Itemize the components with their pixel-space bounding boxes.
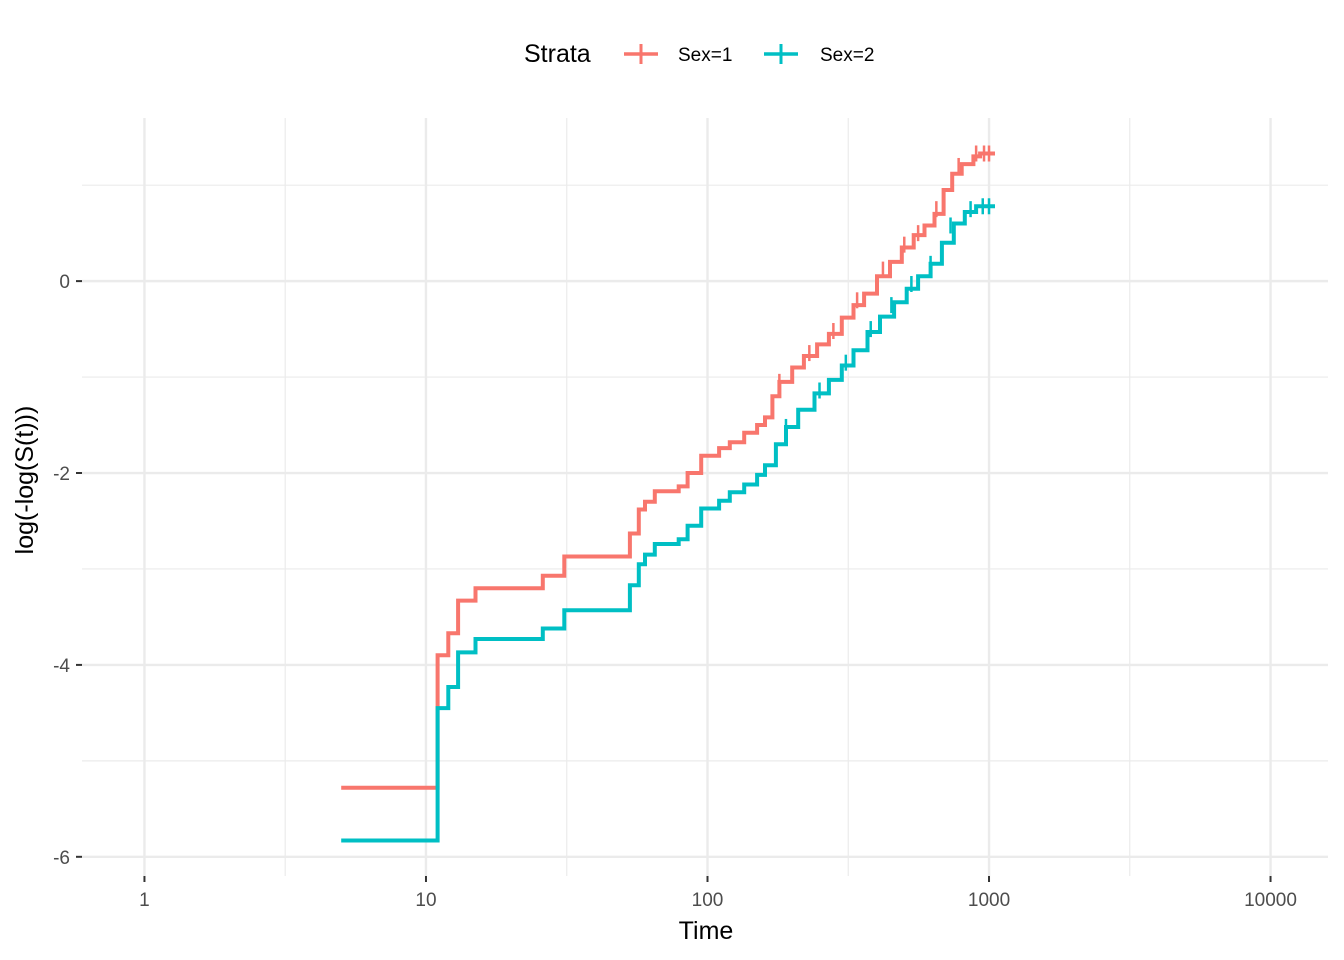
y-axis-title: log(-log(S(t))) [11, 406, 39, 555]
series-line-sex1 [341, 151, 995, 790]
x-tick-label: 1 [139, 890, 150, 911]
series-line-sex2 [341, 204, 995, 843]
y-tick-label: -2 [53, 464, 70, 485]
legend: Strata Sex=1 Sex=2 [524, 40, 874, 68]
x-tick-label: 100 [692, 890, 724, 911]
legend-entry-sex2: Sex=2 [764, 44, 874, 66]
series-layer [341, 145, 995, 843]
x-tick-label: 1000 [968, 890, 1010, 911]
x-axis-title: Time [679, 917, 734, 945]
y-tick-label: -6 [53, 848, 70, 869]
legend-entry-sex1: Sex=1 [624, 44, 732, 66]
legend-title: Strata [524, 40, 591, 68]
x-tick-label: 10000 [1244, 890, 1297, 911]
legend-label-sex1: Sex=1 [678, 45, 732, 66]
grid-major [82, 118, 1328, 876]
grid-minor [82, 118, 1328, 876]
legend-label-sex2: Sex=2 [820, 45, 874, 66]
y-tick-label: 0 [59, 272, 70, 293]
axis-ticks: 1 10 100 1000 10000 -6 -4 -2 0 [53, 272, 1297, 911]
y-tick-label: -4 [53, 656, 70, 677]
x-tick-label: 10 [415, 890, 436, 911]
